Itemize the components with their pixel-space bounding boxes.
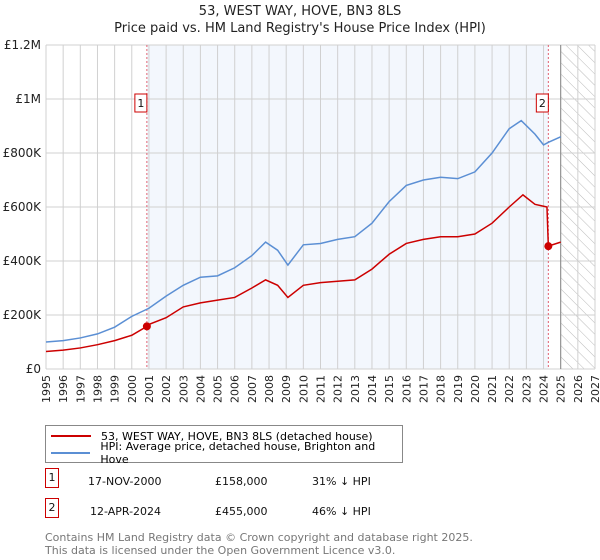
sale-marker-box: 2 (45, 498, 59, 518)
x-tick-label: 2021 (486, 375, 499, 403)
x-tick-label: 2006 (229, 375, 242, 403)
sale-date: 17-NOV-2000 (88, 475, 162, 488)
legend-item-hpi: HPI: Average price, detached house, Brig… (51, 440, 402, 466)
x-tick-label: 2014 (366, 375, 379, 403)
x-tick-label: 2020 (469, 375, 482, 403)
sale-label-box (134, 93, 148, 113)
x-tick-label: 2003 (177, 375, 190, 403)
legend: 53, WEST WAY, HOVE, BN3 8LS (detached ho… (45, 425, 403, 466)
sale-point (142, 322, 151, 331)
blue-line-swatch (51, 452, 91, 454)
y-tick-label: £200K (3, 308, 43, 322)
red-line-swatch (51, 435, 91, 437)
x-tick-label: 2025 (555, 375, 568, 403)
y-tick-label: £400K (3, 254, 43, 268)
sale-marker-box: 1 (45, 468, 59, 488)
sale-price: £158,000 (215, 475, 268, 488)
x-tick-label: 1998 (91, 375, 104, 403)
footer-licence: This data is licensed under the Open Gov… (45, 544, 396, 557)
footer-copyright: Contains HM Land Registry data © Crown c… (45, 531, 473, 544)
x-tick-label: 2010 (297, 375, 310, 403)
sale-label-box (535, 93, 549, 113)
x-tick-label: 2002 (160, 375, 173, 403)
legend-label: HPI: Average price, detached house, Brig… (100, 440, 376, 466)
x-tick-label: 2016 (400, 375, 413, 403)
series-line (45, 119, 561, 343)
x-tick-label: 2019 (452, 375, 465, 403)
x-tick-label: 2017 (417, 375, 430, 403)
x-tick-label: 2011 (315, 375, 328, 403)
x-tick-label: 2009 (280, 375, 293, 403)
legend-item-property: 53, WEST WAY, HOVE, BN3 8LS (detached ho… (51, 428, 373, 444)
y-tick-label: £1M (15, 92, 41, 106)
sale-price: £455,000 (215, 505, 268, 518)
y-tick-label: £0 (26, 362, 41, 376)
x-tick-label: 1997 (74, 375, 87, 403)
legend-label: 53, WEST WAY, HOVE, BN3 8LS (detached ho… (101, 429, 373, 443)
x-tick-label: 2023 (520, 375, 533, 403)
x-tick-label: 1999 (109, 375, 122, 403)
y-tick-label: £1.2M (4, 38, 41, 52)
x-tick-label: 2013 (349, 375, 362, 403)
chart-subtitle: Price paid vs. HM Land Registry's House … (114, 21, 486, 36)
chart-title: 53, WEST WAY, HOVE, BN3 8LS (198, 4, 402, 19)
sale-delta: 46% ↓ HPI (312, 505, 371, 518)
x-tick-label: 1995 (40, 375, 53, 403)
sale-point (544, 242, 553, 251)
x-tick-label: 2008 (263, 375, 276, 403)
x-tick-label: 2026 (572, 375, 585, 403)
y-tick-label: £600K (3, 200, 43, 214)
y-tick-label: £800K (3, 146, 43, 160)
sale-date: 12-APR-2024 (90, 505, 162, 518)
x-tick-label: 2000 (126, 375, 139, 403)
x-tick-label: 2007 (246, 375, 259, 403)
x-tick-label: 2024 (538, 375, 551, 403)
x-tick-label: 2027 (589, 375, 600, 403)
x-tick-label: 2001 (143, 375, 156, 403)
x-tick-label: 2005 (212, 375, 225, 403)
x-tick-label: 1996 (57, 375, 70, 403)
series-line (45, 193, 561, 353)
sale-label: 1 (137, 97, 144, 110)
sale-label: 2 (539, 97, 546, 110)
price-chart: 1995 1996 1997 1998 1999 2000 2001 2002 2003 2004… (3, 38, 600, 403)
x-tick-label: 2004 (194, 375, 207, 403)
x-tick-label: 2012 (332, 375, 345, 403)
sale-delta: 31% ↓ HPI (312, 475, 371, 488)
x-tick-label: 2015 (383, 375, 396, 403)
x-tick-label: 2018 (435, 375, 448, 403)
footer: Contains HM Land Registry data © Crown c… (45, 531, 473, 557)
x-tick-label: 2022 (503, 375, 516, 403)
